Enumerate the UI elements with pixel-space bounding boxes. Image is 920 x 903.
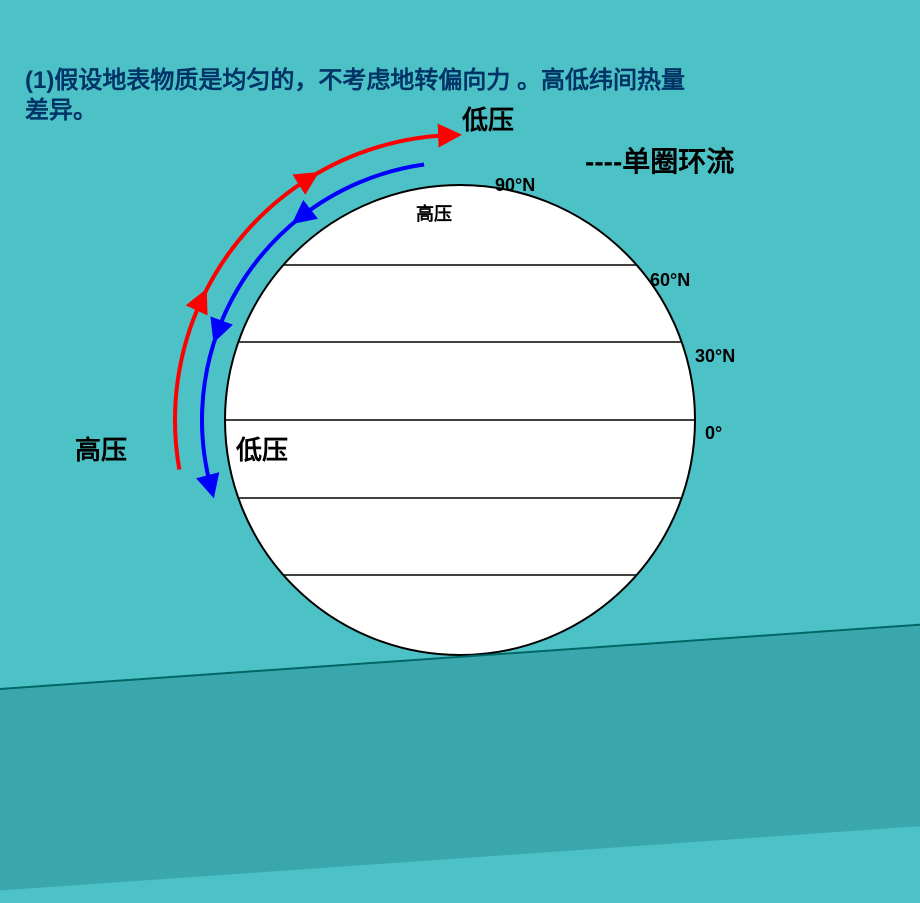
lat-label: 0° — [705, 423, 722, 444]
lat-label: 60°N — [650, 270, 690, 291]
pressure-label: 低压 — [462, 100, 514, 137]
pressure-label: 低压 — [236, 430, 288, 467]
pressure-label: 高压 — [75, 430, 127, 467]
globe-diagram — [0, 0, 920, 690]
pressure-label: 高压 — [416, 200, 452, 226]
lat-label: 30°N — [695, 346, 735, 367]
lat-label: 90°N — [495, 175, 535, 196]
